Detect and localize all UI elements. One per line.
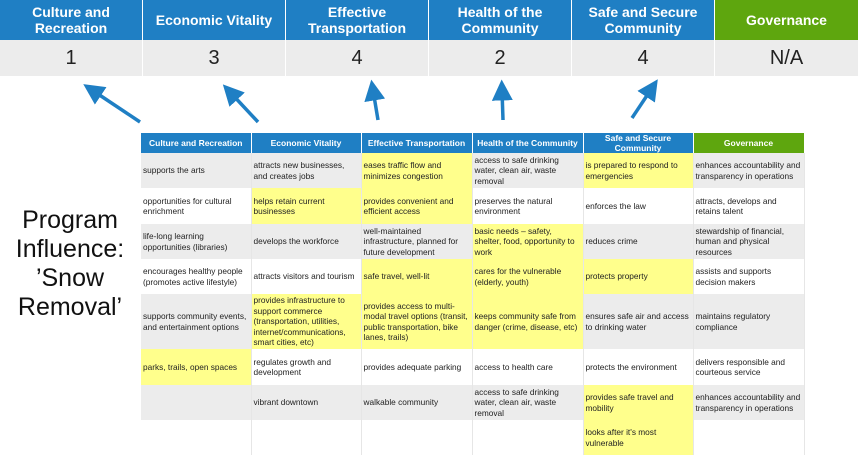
table-cell: attracts visitors and tourism [251, 259, 362, 294]
table-cell: delivers responsible and courteous servi… [693, 349, 805, 385]
table-cell: protects the environment [583, 349, 694, 385]
arrow-icon [491, 79, 513, 121]
table-cell: enforces the law [583, 188, 694, 224]
column-header: Governance [693, 133, 805, 153]
table-cell: attracts new businesses, and creates job… [251, 153, 362, 188]
table-cell: parks, trails, open spaces [141, 349, 252, 385]
program-influence-title: Program Influence: ’Snow Removal’ [15, 206, 125, 321]
table-row: supports the arts attracts new businesses… [141, 153, 805, 188]
table-row: life-long learning opportunities (librar… [141, 224, 805, 259]
table-cell: ensures safe air and access to drinking … [583, 294, 694, 349]
table-row: parks, trails, open spaces regulates grow… [141, 349, 805, 385]
table-cell: eases traffic flow and minimizes congest… [361, 153, 473, 188]
table-cell: provides infrastructure to support comme… [251, 294, 362, 349]
table-cell: enhances accountability and transparency… [693, 153, 805, 188]
table-cell: helps retain current businesses [251, 188, 362, 224]
table-row: encourages healthy people (promotes acti… [141, 259, 805, 294]
table-cell: looks after it's most vulnerable [583, 420, 694, 455]
table-cell: walkable community [361, 385, 473, 420]
banner-score: 4 [572, 40, 714, 76]
column-header: Culture and Recreation [141, 133, 252, 153]
table-row: opportunities for cultural enrichment hel… [141, 188, 805, 224]
table-row: looks after it's most vulnerable [141, 420, 805, 455]
table-cell [472, 420, 584, 455]
arrow-icon [83, 84, 141, 124]
score-banner: Culture and Recreation 1 Economic Vitality… [0, 0, 859, 76]
table-cell: preserves the natural environment [472, 188, 584, 224]
table-cell: cares for the vulnerable (elderly, youth… [472, 259, 584, 294]
table-cell: encourages healthy people (promotes acti… [141, 259, 252, 294]
column-header: Effective Transportation [361, 133, 473, 153]
table-cell: assists and supports decision makers [693, 259, 805, 294]
banner-column: Safe and Secure Community 4 [572, 0, 715, 76]
table-cell [693, 420, 805, 455]
table-cell: vibrant downtown [251, 385, 362, 420]
table-cell: basic needs – safety, shelter, food, opp… [472, 224, 584, 259]
arrow-icon [630, 79, 658, 119]
table-cell: provides adequate parking [361, 349, 473, 385]
column-header: Economic Vitality [251, 133, 362, 153]
table-cell: supports the arts [141, 153, 252, 188]
table-cell [141, 420, 252, 455]
banner-header: Health of the Community [429, 0, 571, 40]
table-cell: reduces crime [583, 224, 694, 259]
table-row: supports community events, and entertain… [141, 294, 805, 349]
arrow-icon [222, 84, 260, 124]
banner-header: Effective Transportation [286, 0, 428, 40]
banner-score: 2 [429, 40, 571, 76]
table-cell: regulates growth and development [251, 349, 362, 385]
table-row: vibrant downtown walkable community access… [141, 385, 805, 420]
table-cell: enhances accountability and transparency… [693, 385, 805, 420]
banner-header: Culture and Recreation [0, 0, 142, 40]
table-cell [141, 385, 252, 420]
table-cell: maintains regulatory compliance [693, 294, 805, 349]
banner-header: Economic Vitality [143, 0, 285, 40]
table-cell: develops the workforce [251, 224, 362, 259]
banner-score: 3 [143, 40, 285, 76]
table-cell: access to safe drinking water, clean air… [472, 385, 584, 420]
table-cell: opportunities for cultural enrichment [141, 188, 252, 224]
table-cell: is prepared to respond to emergencies [583, 153, 694, 188]
table-cell: provides safe travel and mobility [583, 385, 694, 420]
table-cell: access to health care [472, 349, 584, 385]
column-header: Health of the Community [472, 133, 584, 153]
table-cell [361, 420, 473, 455]
banner-column: Effective Transportation 4 [286, 0, 429, 76]
table-cell: provides access to multi-modal travel op… [361, 294, 473, 349]
column-header: Safe and Secure Community [583, 133, 694, 153]
arrow-icon [364, 79, 386, 121]
table-cell: supports community events, and entertain… [141, 294, 252, 349]
influence-table: Culture and Recreation Economic Vitality E… [141, 133, 805, 455]
table-cell [251, 420, 362, 455]
banner-column: Health of the Community 2 [429, 0, 572, 76]
banner-score: 4 [286, 40, 428, 76]
table-cell: provides convenient and efficient access [361, 188, 473, 224]
banner-score: N/A [715, 40, 858, 76]
banner-score: 1 [0, 40, 142, 76]
table-cell: life-long learning opportunities (librar… [141, 224, 252, 259]
banner-header: Governance [715, 0, 858, 40]
table-cell: well-maintained infrastructure, planned … [361, 224, 473, 259]
banner-header: Safe and Secure Community [572, 0, 714, 40]
table-cell: stewardship of financial, human and phys… [693, 224, 805, 259]
table-cell: protects property [583, 259, 694, 294]
banner-column: Governance N/A [715, 0, 859, 76]
banner-column: Economic Vitality 3 [143, 0, 286, 76]
banner-column: Culture and Recreation 1 [0, 0, 143, 76]
table-cell: safe travel, well-lit [361, 259, 473, 294]
table-cell: access to safe drinking water, clean air… [472, 153, 584, 188]
table-cell: keeps community safe from danger (crime,… [472, 294, 584, 349]
table-cell: attracts, develops and retains talent [693, 188, 805, 224]
